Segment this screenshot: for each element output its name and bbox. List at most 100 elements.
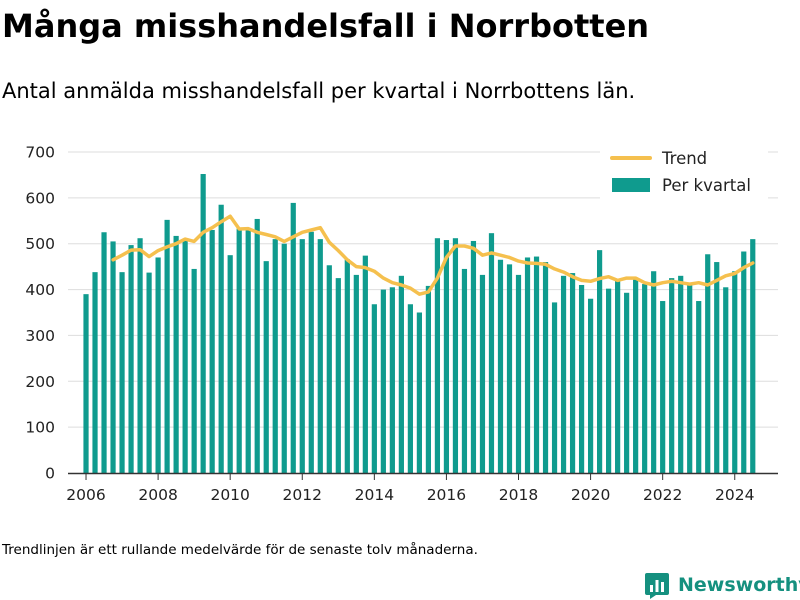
bar [461,268,468,473]
bar [560,275,567,473]
legend-background [600,143,768,205]
bar [434,238,441,473]
bar [371,304,377,473]
bar [443,240,450,473]
legend-bar-label: Per kvartal [662,176,751,195]
bar [606,288,612,473]
bar [741,251,747,473]
bar [164,219,170,473]
bar [750,239,756,473]
bar [542,262,549,473]
bar [344,259,350,473]
bar [596,250,603,473]
bar [119,272,125,473]
bar [389,287,395,473]
legend-bar-swatch [612,178,650,192]
bar [633,278,639,473]
bar [470,240,477,473]
chart-subtitle: Antal anmälda misshandelsfall per kvarta… [2,79,636,103]
x-tick-label: 2008 [138,486,177,504]
bar [407,304,413,473]
bar [110,241,116,473]
bar [245,229,251,473]
bar [497,259,504,473]
y-tick-label: 500 [25,235,55,253]
y-tick-label: 100 [25,419,55,437]
bar-series-per-kvartal [83,174,756,474]
bar [101,232,107,473]
bar [587,298,594,473]
bar [678,275,684,473]
bar [452,238,459,473]
bar [624,292,630,473]
bar [714,262,720,473]
bar [272,239,278,473]
x-tick-label: 2006 [66,486,105,504]
x-tick-label: 2016 [427,486,466,504]
bar [362,255,368,473]
bar [642,284,648,473]
bar [479,274,486,473]
bar [137,238,143,473]
bar-chart-icon [645,573,669,599]
bar [155,257,161,473]
bar [506,264,513,473]
bar [290,202,296,473]
bar [281,243,287,473]
brand-name: Newsworthy [678,574,800,596]
bar [488,233,495,473]
bar [615,279,621,473]
bar [533,256,540,473]
bar [254,218,260,473]
bar [182,239,188,473]
bar [524,257,531,473]
x-tick-label: 2010 [210,486,249,504]
bar [218,204,224,473]
x-tick-label: 2024 [715,486,754,504]
bar [669,278,675,473]
y-tick-label: 600 [25,189,55,207]
bar [705,254,711,473]
y-tick-label: 0 [45,465,55,483]
axes: 0 100 200 300 400 500 600 700 2006 2008 2010 2012 20… [25,144,778,504]
trend-line [111,214,755,296]
bar [696,301,702,473]
y-tick-label: 200 [25,373,55,391]
bar [236,228,242,473]
bar [551,302,558,473]
bar [687,284,693,473]
bar [326,265,332,473]
bar [173,235,179,473]
bar [651,271,657,473]
trend-series [111,214,755,296]
bar [569,273,576,473]
bar [146,272,152,473]
chart-svg: 0 100 200 300 400 500 600 700 2006 2008 2010 2012 20… [25,143,778,504]
bar [398,275,404,473]
y-tick-label: 700 [25,144,55,162]
bar [92,272,98,473]
bar [416,312,422,473]
bar [335,278,341,473]
footnote: Trendlinjen är ett rullande medelvärde f… [2,542,478,558]
bar [353,274,359,473]
bar [299,239,305,473]
bar [83,294,89,473]
bar [200,174,206,474]
y-tick-label: 400 [25,281,55,299]
x-tick-label: 2020 [571,486,610,504]
x-tick-label: 2014 [355,486,394,504]
bar [227,255,233,473]
y-tick-label: 300 [25,327,55,345]
newsworthy-logo[interactable]: Newsworthy [644,570,800,600]
bar [191,268,197,473]
bar [515,274,522,473]
legend: Trend Per kvartal [600,143,768,205]
x-tick-label: 2012 [283,486,322,504]
x-tick-label: 2018 [499,486,538,504]
bar [578,284,585,473]
bar [263,261,269,473]
bar [380,289,386,473]
bar [308,231,314,473]
legend-trend-label: Trend [661,149,707,168]
